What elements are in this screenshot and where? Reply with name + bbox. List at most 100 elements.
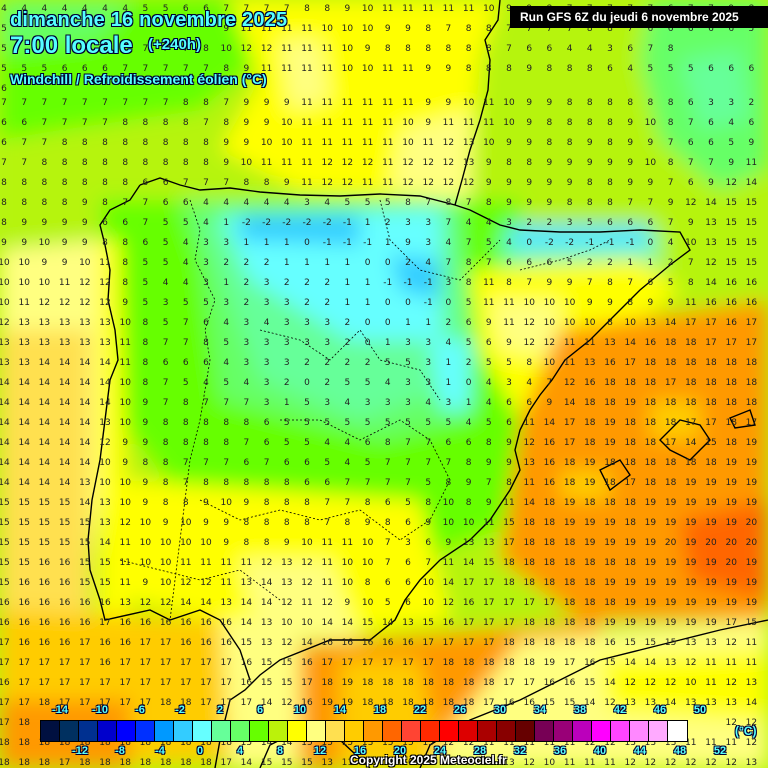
grid-value: 13 xyxy=(604,338,615,348)
grid-value: 14 xyxy=(79,358,91,368)
grid-value: 4 xyxy=(506,238,512,248)
grid-value: 1 xyxy=(284,258,290,268)
grid-value: 9 xyxy=(587,298,593,308)
grid-value: 5 xyxy=(486,358,492,368)
colorbar-swatch xyxy=(79,721,98,741)
grid-value: -1 xyxy=(424,278,433,288)
grid-value: -2 xyxy=(303,218,312,228)
grid-value: 15 xyxy=(483,558,494,568)
grid-value: 13 xyxy=(220,598,231,608)
grid-value: 18 xyxy=(422,678,434,688)
grid-value: 12 xyxy=(321,178,332,188)
grid-value: 18 xyxy=(180,738,192,748)
grid-value: 8 xyxy=(607,118,613,128)
grid-value: 8 xyxy=(244,518,250,528)
grid-value: 12 xyxy=(281,638,292,648)
grid-value: 11 xyxy=(503,498,514,508)
grid-value: 17 xyxy=(0,698,10,708)
grid-value: 18 xyxy=(0,758,10,768)
grid-value: 4 xyxy=(203,378,209,388)
grid-value: 4 xyxy=(264,318,270,328)
grid-value: 5 xyxy=(203,298,209,308)
grid-value: 1 xyxy=(284,238,290,248)
grid-value: 8 xyxy=(446,44,452,54)
grid-value: 5 xyxy=(587,218,593,228)
grid-value: 6 xyxy=(526,398,532,408)
grid-value: 5 xyxy=(163,318,169,328)
grid-value: 5 xyxy=(304,418,310,428)
grid-value: 1 xyxy=(345,278,351,288)
grid-value: 9 xyxy=(648,178,654,188)
grid-value: 11 xyxy=(301,98,312,108)
grid-value: 18 xyxy=(604,498,616,508)
grid-value: 12 xyxy=(422,178,433,188)
grid-value: 19 xyxy=(624,598,636,608)
grid-value: -1 xyxy=(404,278,413,288)
grid-value: 1 xyxy=(345,298,351,308)
grid-value: 18 xyxy=(725,438,737,448)
grid-value: 8 xyxy=(405,44,411,54)
grid-value: 3 xyxy=(446,278,452,288)
grid-value: 6 xyxy=(264,438,270,448)
grid-value: 8 xyxy=(42,198,48,208)
grid-value: 10 xyxy=(220,498,232,508)
grid-value: 11 xyxy=(281,24,292,34)
grid-value: 2 xyxy=(284,278,290,288)
grid-value: 5 xyxy=(668,64,674,74)
grid-value: 15 xyxy=(725,218,736,228)
grid-value: 12 xyxy=(685,198,696,208)
grid-value: 0 xyxy=(365,258,371,268)
grid-value: 3 xyxy=(324,318,330,328)
grid-value: 17 xyxy=(79,698,90,708)
grid-value: 8 xyxy=(587,118,593,128)
grid-value: 6 xyxy=(688,178,694,188)
grid-value: 16 xyxy=(39,578,51,588)
grid-value: 18 xyxy=(645,378,657,388)
grid-value: 12 xyxy=(443,158,454,168)
grid-value: 18 xyxy=(746,398,758,408)
grid-value: 7 xyxy=(62,118,68,128)
grid-value: 7 xyxy=(122,98,128,108)
grid-value: 18 xyxy=(584,498,596,508)
grid-value: 17 xyxy=(180,658,191,668)
grid-value: 14 xyxy=(261,578,273,588)
grid-value: 7 xyxy=(648,198,654,208)
grid-value: 3 xyxy=(244,318,250,328)
grid-value: 8 xyxy=(122,158,128,168)
grid-value: -1 xyxy=(343,238,352,248)
grid-value: 10 xyxy=(402,138,414,148)
grid-value: 14 xyxy=(18,438,30,448)
grid-value: 8 xyxy=(42,178,48,188)
grid-value: 10 xyxy=(463,98,475,108)
grid-value: 17 xyxy=(544,598,555,608)
grid-value: 11 xyxy=(503,318,514,328)
grid-value: 6 xyxy=(405,558,411,568)
grid-value: 3 xyxy=(284,318,290,328)
grid-value: 16 xyxy=(220,638,232,648)
grid-value: 15 xyxy=(0,558,10,568)
grid-value: 10 xyxy=(18,258,30,268)
grid-value: 7 xyxy=(223,4,229,14)
grid-value: 11 xyxy=(422,138,433,148)
grid-value: 7 xyxy=(203,118,209,128)
grid-value: 8 xyxy=(203,338,209,348)
colorbar-unit: (°C) xyxy=(735,724,757,738)
grid-value: 18 xyxy=(544,498,556,508)
grid-value: 8 xyxy=(486,64,492,74)
grid-value: 8 xyxy=(183,438,189,448)
grid-value: 4 xyxy=(183,258,189,268)
grid-value: 3 xyxy=(385,398,391,408)
grid-value: 19 xyxy=(725,478,737,488)
grid-value: 16 xyxy=(241,678,253,688)
grid-value: 14 xyxy=(584,698,596,708)
grid-value: 12 xyxy=(241,44,252,54)
grid-value: 18 xyxy=(443,658,455,668)
grid-value: 6 xyxy=(506,418,512,428)
grid-value: 3 xyxy=(708,98,714,108)
colorbar-tick-bottom: -12 xyxy=(72,745,88,757)
grid-value: 10 xyxy=(362,4,374,14)
grid-value: 17 xyxy=(483,698,494,708)
grid-value: 9 xyxy=(607,158,613,168)
grid-value: 14 xyxy=(261,698,273,708)
grid-value: 17 xyxy=(624,358,635,368)
